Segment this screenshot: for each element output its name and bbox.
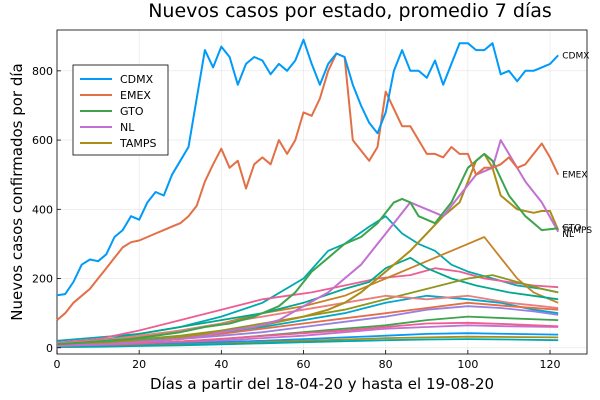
x-tick-label: 20: [132, 358, 146, 371]
x-tick-label: 100: [457, 358, 478, 371]
legend-label-emex: EMEX: [120, 89, 151, 102]
x-axis-label: Días a partir del 18-04-20 y hasta el 19…: [150, 375, 494, 393]
legend-label-cdmx: CDMX: [120, 73, 154, 86]
x-tick-label: 80: [379, 358, 393, 371]
legend-label-tamps: TAMPS: [119, 137, 157, 150]
series-line-tamps: [56, 152, 560, 347]
series-line-state-9: [56, 274, 559, 346]
x-tick-label: 40: [214, 358, 228, 371]
series-line-nl: [56, 139, 560, 347]
legend-label-nl: NL: [120, 121, 135, 134]
series-line-state-18: [56, 321, 559, 348]
y-tick-label: 0: [46, 342, 53, 355]
y-tick-label: 800: [32, 65, 53, 78]
x-tick-label: 0: [54, 358, 61, 371]
end-label-nl: NL: [562, 230, 574, 240]
y-axis-label: Nuevos casos confirmados por día: [8, 63, 26, 321]
legend-label-gto: GTO: [120, 105, 144, 118]
series-line-state-8: [56, 256, 559, 346]
axes-layer: 0 20 40 60 80 100 120 0 200 400 600 800: [32, 65, 561, 371]
series-line-gto: [56, 152, 559, 346]
x-tick-label: 60: [297, 358, 311, 371]
x-tick-label: 120: [540, 358, 561, 371]
legend: CDMX EMEX GTO NL TAMPS: [72, 64, 169, 156]
end-label-tamps: TAMPS: [561, 226, 592, 236]
y-tick-label: 200: [32, 273, 53, 286]
series-line-state-12: [56, 294, 559, 345]
series-line-state-19: [56, 338, 559, 348]
series-line-state-7: [56, 236, 559, 346]
y-tick-label: 600: [32, 134, 53, 147]
end-label-emex: EMEX: [562, 171, 587, 181]
plot-area-frame: [56, 29, 588, 355]
chart-title: Nuevos casos por estado, promedio 7 días: [148, 0, 552, 22]
series-layer: [56, 38, 560, 348]
end-label-cdmx: CDMX: [562, 51, 589, 61]
end-label-gto: GTO: [562, 223, 581, 233]
series-line-emex: [56, 52, 560, 321]
series-line-state-6: [56, 267, 559, 344]
y-tick-label: 400: [32, 203, 53, 216]
series-line-cdmx: [56, 38, 559, 297]
